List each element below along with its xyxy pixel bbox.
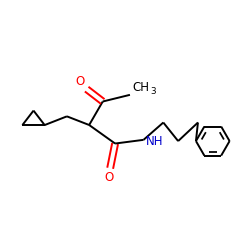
Text: O: O	[104, 171, 114, 184]
Text: 3: 3	[150, 87, 156, 96]
Text: NH: NH	[146, 134, 163, 147]
Text: O: O	[76, 75, 85, 88]
Text: CH: CH	[132, 81, 150, 94]
